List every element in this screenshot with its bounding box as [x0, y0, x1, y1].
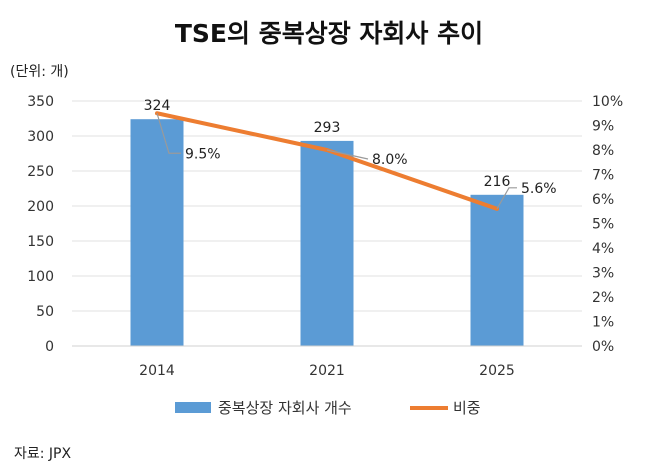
leader-line: [156, 113, 181, 154]
line-value-labels: 9.5% 8.0% 5.6%: [185, 146, 557, 197]
right-tick-label: 2%: [592, 290, 614, 306]
x-axis-ticks: 2014 2021 2025: [139, 363, 515, 379]
leader-line: [326, 149, 369, 160]
right-tick-label: 8%: [592, 143, 614, 159]
bar: [470, 194, 524, 346]
leader-lines: [156, 113, 517, 210]
leader-line: [496, 187, 517, 210]
right-tick-label: 1%: [592, 315, 614, 331]
right-tick-label: 5%: [592, 217, 614, 233]
line-value-label: 9.5%: [185, 146, 221, 162]
unit-label: (단위: 개): [10, 64, 69, 80]
legend-label-bar: 중복상장 자회사 개수: [218, 399, 352, 417]
legend-label-line: 비중: [453, 399, 481, 417]
left-tick-label: 200: [27, 199, 54, 215]
bar-value-label: 293: [314, 120, 341, 136]
x-tick-label: 2021: [309, 363, 345, 379]
legend: 중복상장 자회사 개수 비중: [175, 399, 481, 417]
bars: [130, 119, 524, 346]
left-tick-label: 350: [27, 94, 54, 110]
bar-value-label: 324: [144, 98, 171, 114]
left-tick-label: 100: [27, 269, 54, 285]
bar: [300, 140, 354, 346]
bar-value-labels: 324 293 216: [144, 98, 511, 190]
right-tick-label: 4%: [592, 241, 614, 257]
left-tick-label: 0: [45, 339, 54, 355]
right-axis-ticks: 0% 1% 2% 3% 4% 5% 6% 7% 8% 9% 10%: [592, 94, 623, 355]
left-axis-ticks: 0 50 100 150 200 250 300 350: [27, 94, 54, 355]
left-tick-label: 300: [27, 129, 54, 145]
x-tick-label: 2014: [139, 363, 175, 379]
right-tick-label: 0%: [592, 339, 614, 355]
left-tick-label: 250: [27, 164, 54, 180]
right-tick-label: 6%: [592, 192, 614, 208]
source-note: 자료: JPX: [14, 446, 71, 462]
x-tick-label: 2025: [479, 363, 515, 379]
right-tick-label: 3%: [592, 266, 614, 282]
left-tick-label: 150: [27, 234, 54, 250]
bar: [130, 119, 184, 346]
chart-title: TSE의 중복상장 자회사 추이: [175, 19, 483, 48]
bar-value-label: 216: [484, 174, 511, 190]
right-tick-label: 7%: [592, 168, 614, 184]
line-value-label: 8.0%: [372, 152, 408, 168]
legend-swatch-bar: [175, 402, 211, 413]
right-tick-label: 10%: [592, 94, 623, 110]
right-tick-label: 9%: [592, 119, 614, 135]
left-tick-label: 50: [36, 304, 54, 320]
line-value-label: 5.6%: [521, 181, 557, 197]
